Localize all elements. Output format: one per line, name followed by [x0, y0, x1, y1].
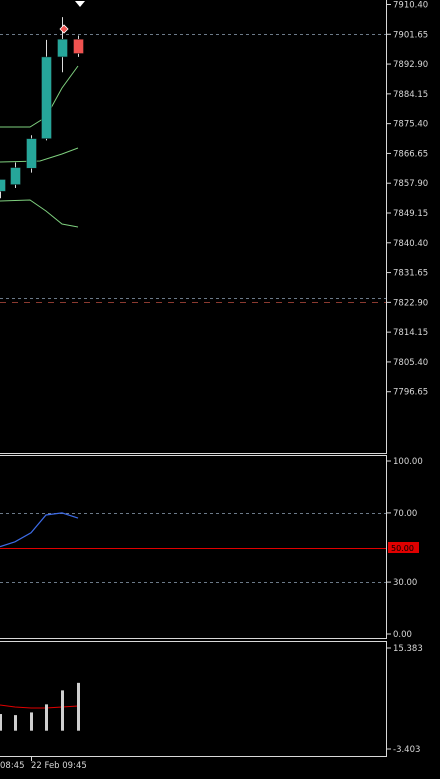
rsi-levels — [0, 513, 386, 583]
price-label: 7805.40 — [393, 358, 428, 368]
volume-label: 15.383 — [393, 644, 423, 654]
rsi-label: 30.00 — [393, 578, 417, 588]
candle-body — [73, 38, 84, 54]
lower-band-line — [0, 199, 79, 228]
middle-band-line — [0, 147, 79, 163]
price-label: 7822.90 — [393, 298, 428, 308]
panel-borders — [0, 0, 387, 757]
volume-bar — [77, 682, 80, 731]
candle-body — [41, 56, 52, 139]
candle-body — [10, 167, 21, 185]
rsi-label: 70.00 — [393, 509, 417, 519]
price-label: 7901.65 — [393, 30, 428, 40]
volume-bar — [45, 704, 48, 731]
rsi-axis[interactable]: 100.00 70.00 30.00 0.00 — [387, 457, 423, 640]
volume-average-line — [0, 704, 79, 709]
price-label: 7831.65 — [393, 269, 428, 279]
time-label-1: 08:45 — [0, 761, 25, 771]
price-label: 7910.40 — [393, 1, 428, 11]
volume-bar — [61, 690, 64, 731]
price-label: 7884.15 — [393, 90, 428, 100]
price-label: 7857.90 — [393, 179, 428, 189]
rsi-level-badge-bg — [388, 542, 419, 553]
price-label: 7796.65 — [393, 388, 428, 398]
candles — [0, 17, 84, 199]
price-axis[interactable]: 7910.40 7901.65 7892.90 7884.15 7875.40 7866.… — [387, 1, 428, 398]
indicator-lines — [0, 65, 79, 228]
rsi-label: 100.00 — [393, 457, 423, 467]
volume-axis[interactable]: 15.383 -3.403 — [387, 644, 423, 755]
trade-arrow-icon — [59, 24, 69, 34]
volume-bar — [14, 715, 17, 731]
price-label: 7892.90 — [393, 60, 428, 70]
rsi-line — [0, 512, 79, 548]
candle-body — [57, 38, 68, 58]
price-label: 7875.40 — [393, 120, 428, 130]
price-label: 7849.15 — [393, 209, 428, 219]
time-label-2: 22 Feb 09:45 — [31, 761, 87, 771]
current-time-marker-icon[interactable] — [75, 1, 85, 7]
upper-band-line — [0, 65, 79, 128]
time-axis[interactable]: 08:45 22 Feb 09:45 — [0, 757, 87, 771]
volume-bar — [30, 712, 33, 731]
rsi-level-badge: 50.00 — [391, 544, 414, 553]
volume-bars — [0, 682, 80, 731]
candle-body — [0, 179, 6, 192]
candle-body — [26, 138, 37, 169]
price-label: 7840.40 — [393, 239, 428, 249]
volume-bar — [0, 714, 2, 731]
price-label: 7866.65 — [393, 149, 428, 159]
rsi-label: 0.00 — [393, 630, 412, 640]
volume-label: -3.403 — [393, 745, 420, 755]
price-label: 7814.15 — [393, 328, 428, 338]
